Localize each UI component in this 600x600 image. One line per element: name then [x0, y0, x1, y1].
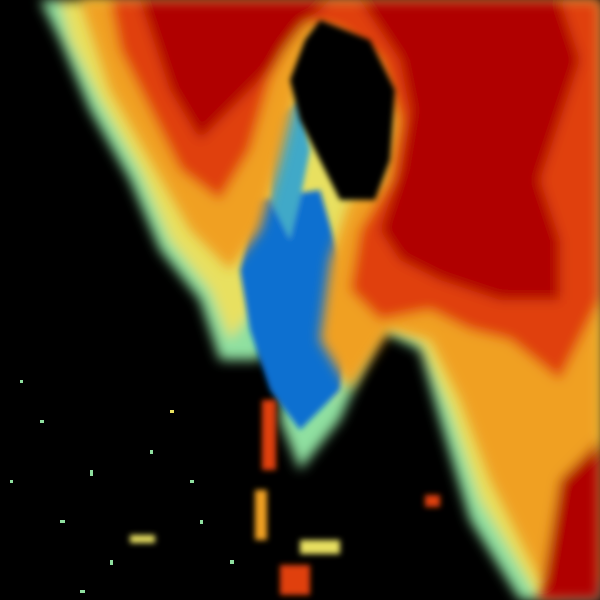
- southern-rain-cells: [130, 400, 440, 595]
- scattered-echoes: [10, 380, 234, 593]
- clear-area: [290, 20, 395, 200]
- heavy-precip: [80, 0, 600, 600]
